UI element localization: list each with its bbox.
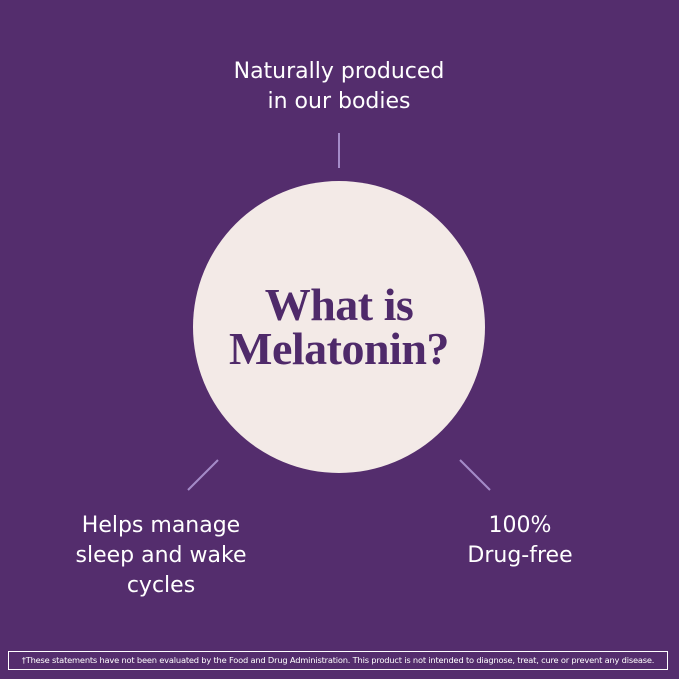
fact-left-line: cycles: [126, 573, 196, 598]
fact-right: 100% Drug-free: [467, 511, 572, 571]
fact-left: Helps manage sleep and wake cycles: [76, 511, 247, 601]
fact-left-line: Helps manage: [81, 513, 241, 538]
title-line-2: Melatonin?: [229, 323, 449, 374]
fact-top-line: in our bodies: [267, 89, 411, 114]
connector-right: [459, 459, 491, 491]
fact-right-line: 100%: [488, 513, 552, 538]
fact-left-line: sleep and wake: [75, 543, 247, 568]
fact-top: Naturally produced in our bodies: [234, 57, 445, 117]
center-circle: What is Melatonin?: [193, 181, 485, 473]
fda-disclaimer: †These statements have not been evaluate…: [8, 651, 668, 670]
title-line-1: What is: [264, 279, 414, 330]
fact-right-line: Drug-free: [467, 543, 573, 568]
connector-left: [187, 459, 219, 491]
fact-top-line: Naturally produced: [233, 59, 445, 84]
center-title: What is Melatonin?: [229, 279, 449, 374]
